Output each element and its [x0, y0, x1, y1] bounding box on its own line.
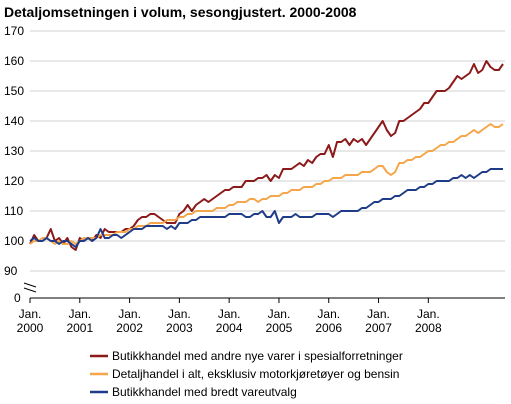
series-line-1 [29, 60, 504, 251]
x-tick-label-month: Jan. [19, 307, 42, 321]
y-tick-label: 110 [4, 204, 23, 218]
x-tick-label-month: Jan. [417, 307, 440, 321]
x-tick-label-month: Jan. [168, 307, 191, 321]
x-tick-label-month: Jan. [68, 307, 91, 321]
x-tick-label-year: 2002 [116, 321, 143, 335]
y-tick-label: 150 [4, 84, 24, 98]
y-tick-label: 0 [14, 291, 21, 305]
x-tick-label-month: Jan. [367, 307, 390, 321]
y-tick-label: 170 [4, 24, 24, 38]
legend-label: Detaljhandel i alt, eksklusiv motorkjøre… [112, 367, 399, 381]
x-tick-label-year: 2008 [415, 321, 442, 335]
x-tick-label-year: 2000 [17, 321, 44, 335]
y-tick-label: 160 [4, 54, 24, 68]
chart-title: Detaljomsetningen i volum, sesongjustert… [4, 4, 357, 20]
x-tick-label-month: Jan. [317, 307, 340, 321]
y-tick-label: 120 [4, 174, 24, 188]
axes [23, 282, 505, 303]
x-tick-label-year: 2004 [216, 321, 243, 335]
gridlines [30, 30, 505, 272]
y-tick-label: 90 [4, 264, 18, 278]
x-tick-label-year: 2003 [166, 321, 193, 335]
x-tick-label-year: 2007 [365, 321, 392, 335]
x-tick-label-year: 2005 [266, 321, 293, 335]
y-axis-tick-labels: 170 160 150 140 130 120 110 100 90 0 [4, 24, 24, 305]
y-tick-label: 100 [4, 234, 24, 248]
x-tick-label-year: 2001 [66, 321, 93, 335]
series-lines [29, 60, 504, 251]
axis-break-mark [23, 282, 37, 288]
axis-break-mark [23, 287, 37, 293]
x-tick-label-month: Jan. [118, 307, 141, 321]
series-line-3 [29, 168, 503, 248]
x-tick-label-year: 2006 [315, 321, 342, 335]
y-tick-label: 140 [4, 114, 24, 128]
x-tick-label-month: Jan. [268, 307, 291, 321]
legend: Butikkhandel med andre nye varer i spesi… [90, 349, 403, 399]
x-axis-tick-labels: Jan.2000Jan.2001Jan.2002Jan.2003Jan.2004… [17, 307, 442, 335]
x-tick-label-month: Jan. [218, 307, 241, 321]
series-line-2 [29, 123, 504, 245]
legend-label: Butikkhandel med andre nye varer i spesi… [112, 349, 403, 363]
legend-label: Butikkhandel med bredt vareutvalg [112, 385, 297, 399]
y-tick-label: 130 [4, 144, 24, 158]
